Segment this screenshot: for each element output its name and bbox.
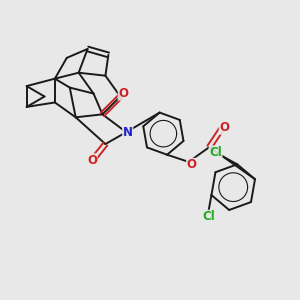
Text: O: O <box>187 158 196 171</box>
Text: Cl: Cl <box>209 146 222 159</box>
Text: N: N <box>123 126 133 139</box>
Text: O: O <box>87 154 97 167</box>
Text: Cl: Cl <box>202 210 215 223</box>
Text: O: O <box>219 121 229 134</box>
Text: O: O <box>118 87 128 100</box>
